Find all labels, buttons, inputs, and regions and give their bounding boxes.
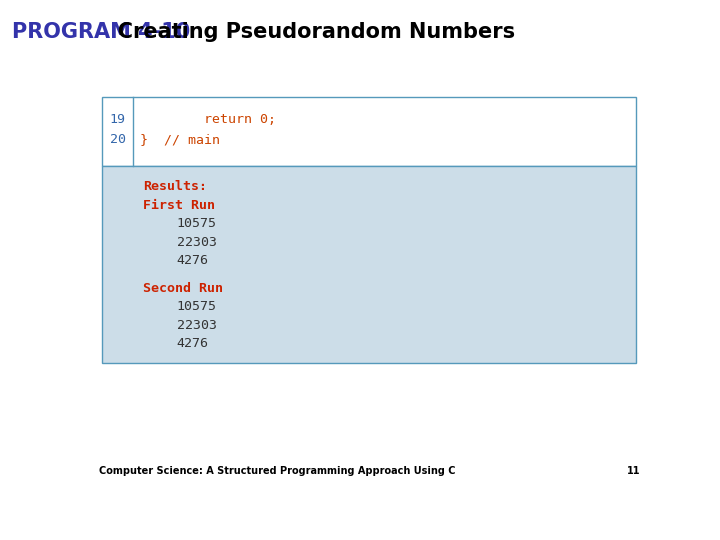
Text: 19: 19	[110, 112, 126, 125]
Text: Creating Pseudorandom Numbers: Creating Pseudorandom Numbers	[96, 22, 516, 42]
Text: 22303: 22303	[177, 319, 217, 332]
Text: Second Run: Second Run	[143, 282, 222, 295]
Text: Results:: Results:	[143, 180, 207, 193]
Text: First Run: First Run	[143, 199, 215, 212]
Text: 20: 20	[110, 132, 126, 146]
Text: }  // main: } // main	[140, 132, 220, 146]
Bar	[102, 97, 636, 166]
Text: 4276: 4276	[177, 338, 209, 350]
Text: 11: 11	[626, 466, 640, 476]
Text: PROGRAM 4-10: PROGRAM 4-10	[12, 22, 190, 42]
Text: 10575: 10575	[177, 300, 217, 313]
Text: 4276: 4276	[177, 254, 209, 267]
Text: 10575: 10575	[177, 217, 217, 230]
Text: return 0;: return 0;	[140, 112, 276, 125]
Text: Computer Science: A Structured Programming Approach Using C: Computer Science: A Structured Programmi…	[99, 466, 456, 476]
Text: 22303: 22303	[177, 236, 217, 249]
Bar	[102, 166, 636, 363]
